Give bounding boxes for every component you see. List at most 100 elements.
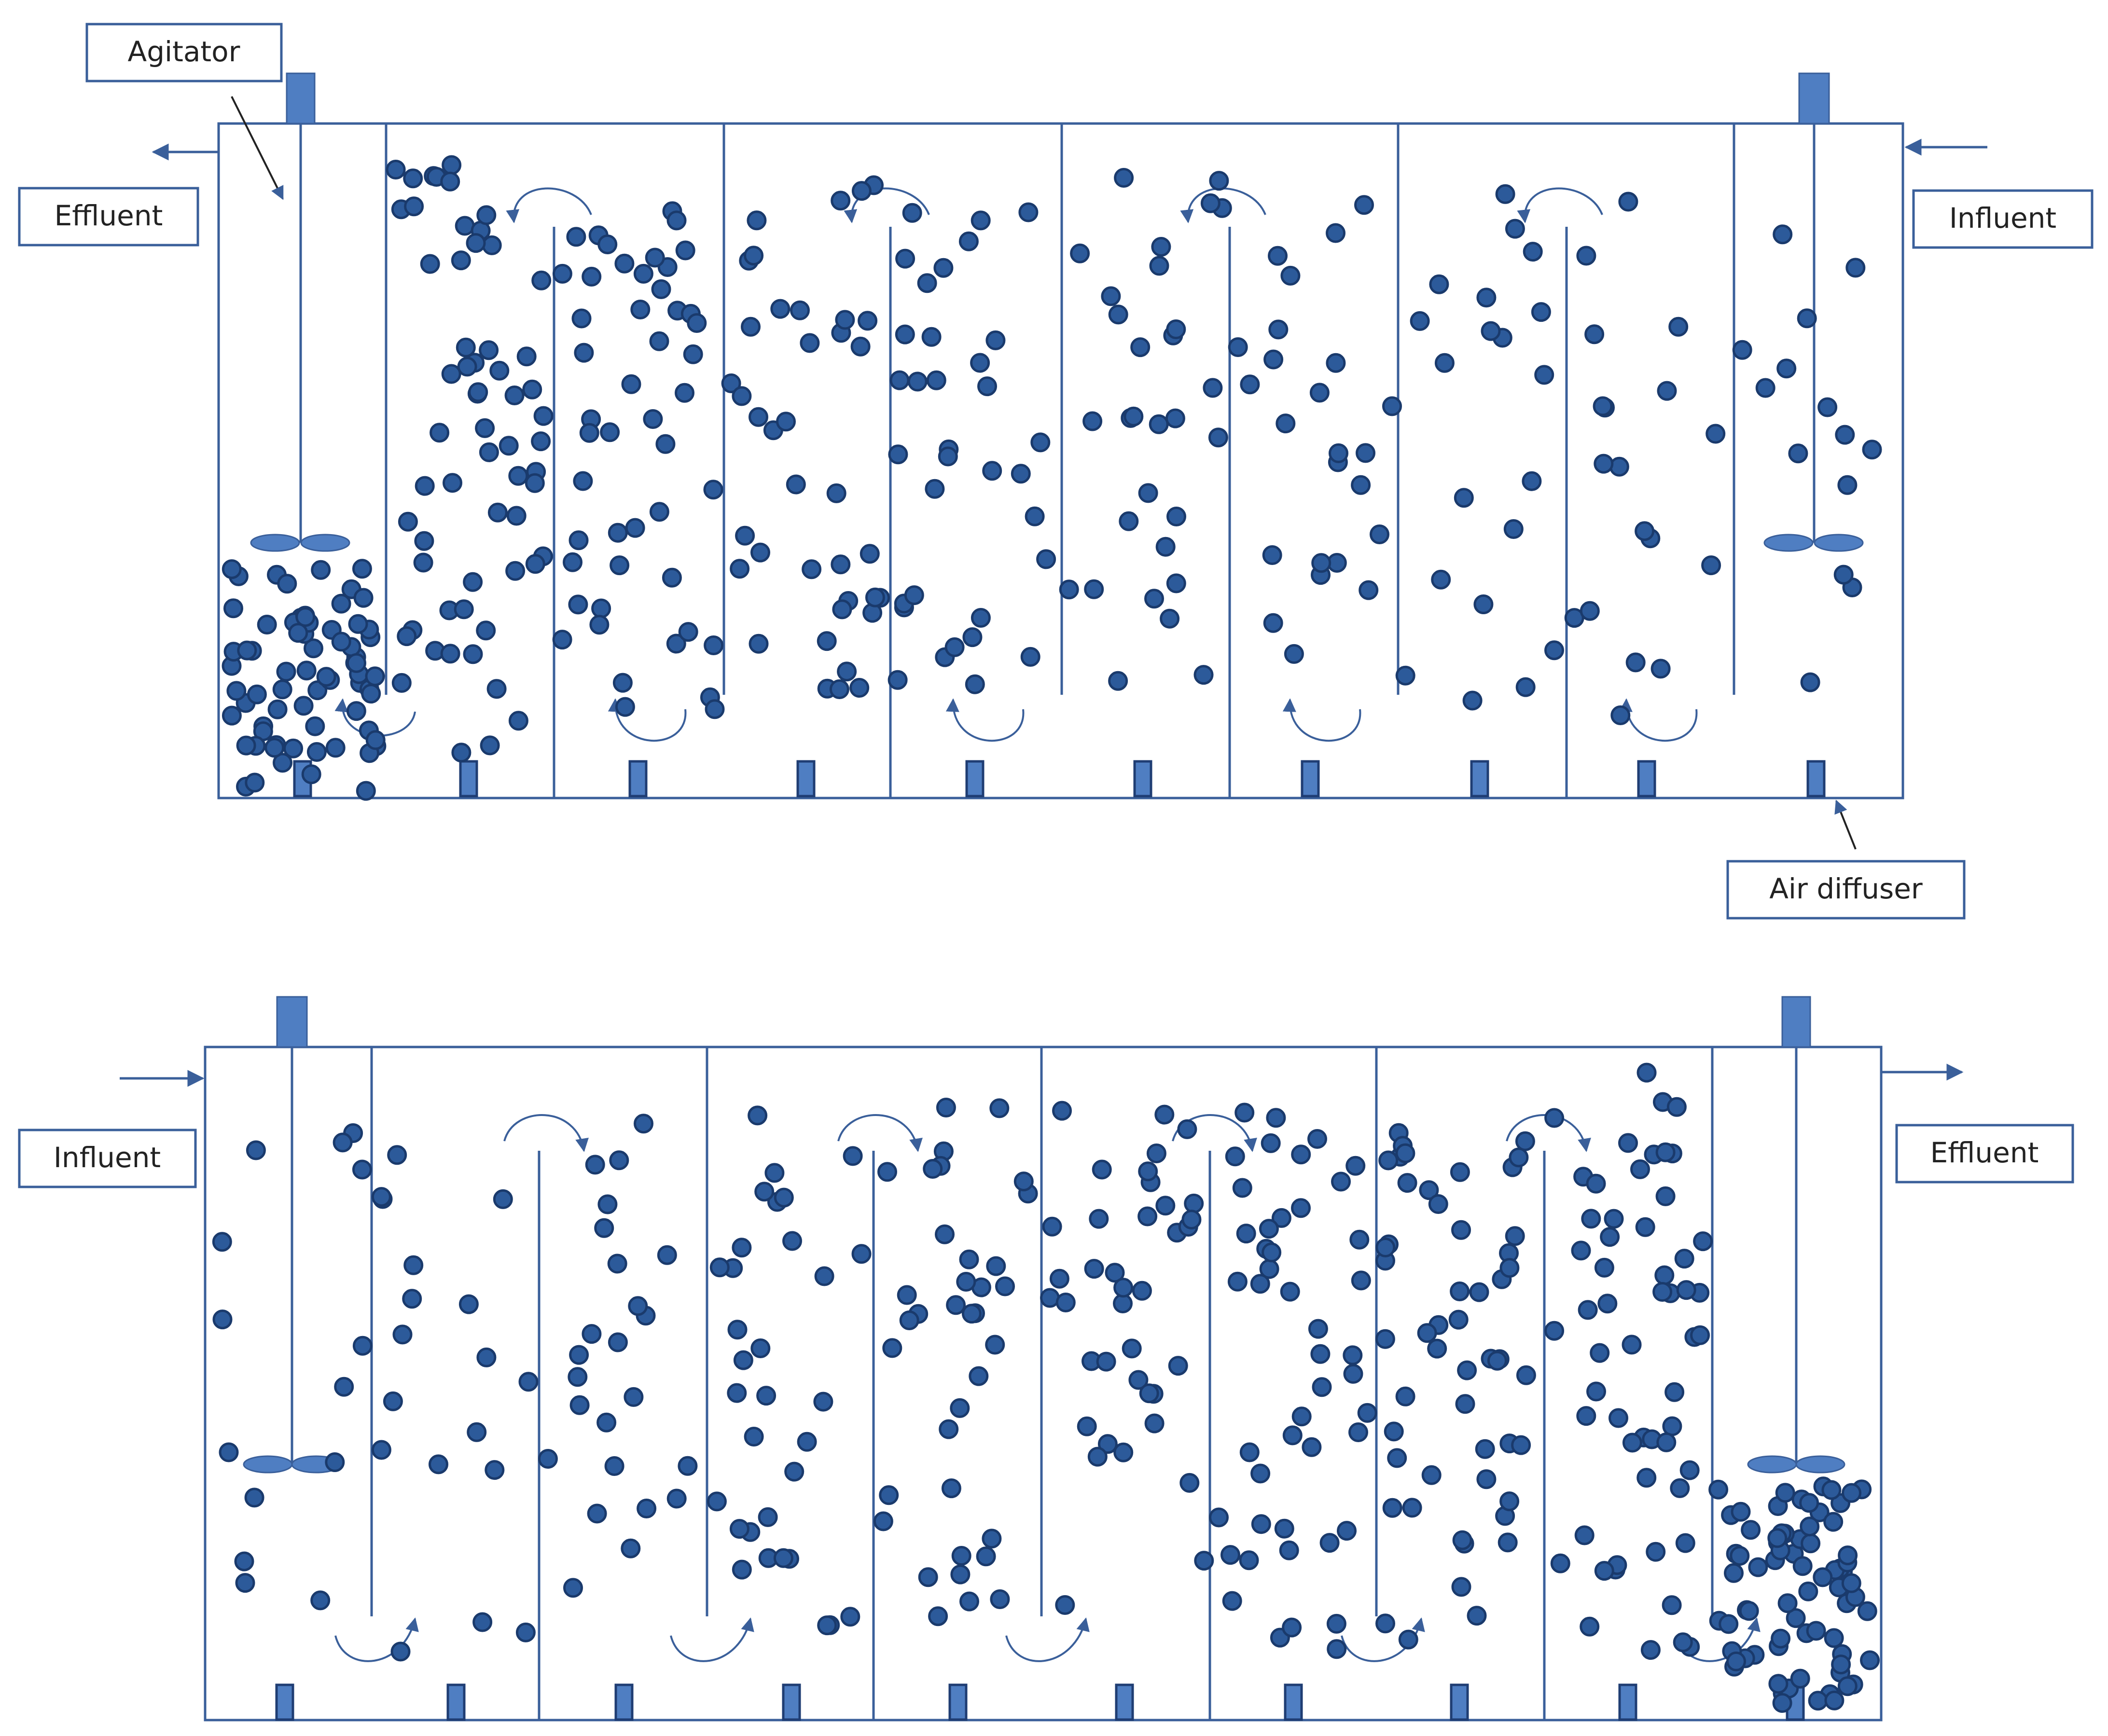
top-reactor: Agitator Effluent Influent Air diffuser xyxy=(18,23,2094,920)
biomass-particle xyxy=(404,196,424,217)
biomass-particle xyxy=(990,1589,1010,1609)
biomass-particle xyxy=(1773,224,1793,245)
biomass-particle xyxy=(1731,1502,1751,1522)
biomass-particle xyxy=(1049,1268,1069,1289)
biomass-particle xyxy=(1144,1413,1165,1433)
biomass-particle xyxy=(1516,1365,1536,1385)
biomass-particle xyxy=(607,1254,627,1274)
biomass-particle xyxy=(730,559,750,579)
biomass-particle xyxy=(773,1548,793,1568)
biomass-particle xyxy=(1268,319,1289,340)
biomass-particle xyxy=(245,772,265,793)
biomass-particle xyxy=(468,382,488,402)
biomass-particle xyxy=(1550,1553,1570,1573)
biomass-particle xyxy=(420,254,440,274)
biomass-particle xyxy=(1236,1224,1256,1244)
biomass-particle xyxy=(637,1499,657,1518)
biomass-particle xyxy=(1331,1171,1351,1192)
biomass-particle xyxy=(237,640,257,661)
bottom-baffles xyxy=(370,1047,1714,1720)
biomass-particle xyxy=(741,317,761,337)
biomass-particle xyxy=(442,155,462,175)
biomass-particle xyxy=(918,1567,938,1587)
biomass-particle xyxy=(923,1159,943,1179)
biomass-particle xyxy=(454,599,474,620)
biomass-particle xyxy=(1580,601,1600,621)
label-influent-bottom: Influent xyxy=(18,1129,197,1188)
biomass-particle xyxy=(307,680,328,701)
biomass-particle xyxy=(1693,1231,1713,1252)
biomass-particle xyxy=(959,1249,979,1269)
biomass-particle xyxy=(1842,1483,1861,1503)
biomass-particle xyxy=(705,699,725,719)
air-diffuser-icon xyxy=(628,760,648,798)
biomass-particle xyxy=(582,266,602,287)
biomass-particle xyxy=(1166,319,1186,339)
biomass-particle xyxy=(1239,1550,1259,1571)
biomass-particle xyxy=(986,1256,1006,1276)
biomass-particle xyxy=(247,684,267,704)
impeller-blade xyxy=(300,534,350,552)
agitator-pointer xyxy=(231,96,284,200)
biomass-particle xyxy=(1730,1546,1750,1566)
biomass-particle xyxy=(1656,1432,1677,1452)
biomass-particle xyxy=(348,614,368,634)
biomass-particle xyxy=(902,203,922,223)
biomass-particle xyxy=(288,623,308,643)
biomass-particle xyxy=(971,210,991,231)
biomass-particle xyxy=(346,701,366,721)
biomass-particle xyxy=(1139,1383,1159,1404)
biomass-particle xyxy=(1343,1364,1363,1384)
biomass-particle xyxy=(597,234,618,254)
biomass-particle xyxy=(829,679,849,699)
biomass-particle xyxy=(1144,589,1164,609)
biomass-particle xyxy=(591,598,611,619)
biomass-particle xyxy=(283,738,304,758)
biomass-particle xyxy=(1786,1608,1806,1628)
biomass-particle xyxy=(1263,349,1284,370)
biomass-particle xyxy=(1636,1468,1657,1488)
air-diffuser-icon xyxy=(275,1683,294,1721)
biomass-particle xyxy=(596,1412,617,1433)
biomass-particle xyxy=(1427,1338,1447,1359)
biomass-particle xyxy=(1151,237,1171,257)
biomass-particle xyxy=(1790,1668,1810,1689)
flow-arrow xyxy=(844,187,930,223)
biomass-particle xyxy=(1181,1210,1202,1230)
biomass-particle xyxy=(939,1419,959,1439)
biomass-particle xyxy=(352,1159,372,1180)
biomass-particle xyxy=(1279,1540,1299,1560)
biomass-particle xyxy=(1052,1101,1072,1121)
biomass-particle xyxy=(961,1304,982,1324)
biomass-particle xyxy=(1673,1632,1693,1653)
biomass-particle xyxy=(594,1218,614,1238)
biomass-particle xyxy=(499,436,519,456)
label-effluent-bottom-text: Effluent xyxy=(1930,1136,2039,1169)
biomass-particle xyxy=(1274,1518,1294,1539)
biomass-particle xyxy=(1132,1281,1152,1301)
air-diffuser-icon xyxy=(965,760,985,798)
biomass-particle xyxy=(634,1114,653,1134)
biomass-particle xyxy=(950,1564,971,1584)
biomass-particle xyxy=(1155,537,1176,557)
biomass-particle xyxy=(525,473,545,493)
top-agitator-left xyxy=(250,72,350,552)
biomass-particle xyxy=(235,1573,255,1593)
biomass-particle xyxy=(1640,1640,1661,1660)
biomass-particle xyxy=(486,679,507,699)
biomass-particle xyxy=(1593,396,1613,416)
biomass-particle xyxy=(958,231,979,251)
biomass-particle xyxy=(790,300,810,320)
biomass-particle xyxy=(1055,1595,1075,1615)
biomass-particle xyxy=(1370,524,1389,544)
biomass-particle xyxy=(522,379,542,400)
label-agitator-text: Agitator xyxy=(128,35,240,68)
biomass-particle xyxy=(272,679,292,700)
biomass-particle xyxy=(977,376,997,397)
biomass-particle xyxy=(1618,192,1638,212)
biomass-particle xyxy=(1266,1108,1286,1128)
biomass-particle xyxy=(784,1461,804,1482)
biomass-particle xyxy=(817,1615,837,1636)
biomass-particle xyxy=(1084,1259,1104,1279)
